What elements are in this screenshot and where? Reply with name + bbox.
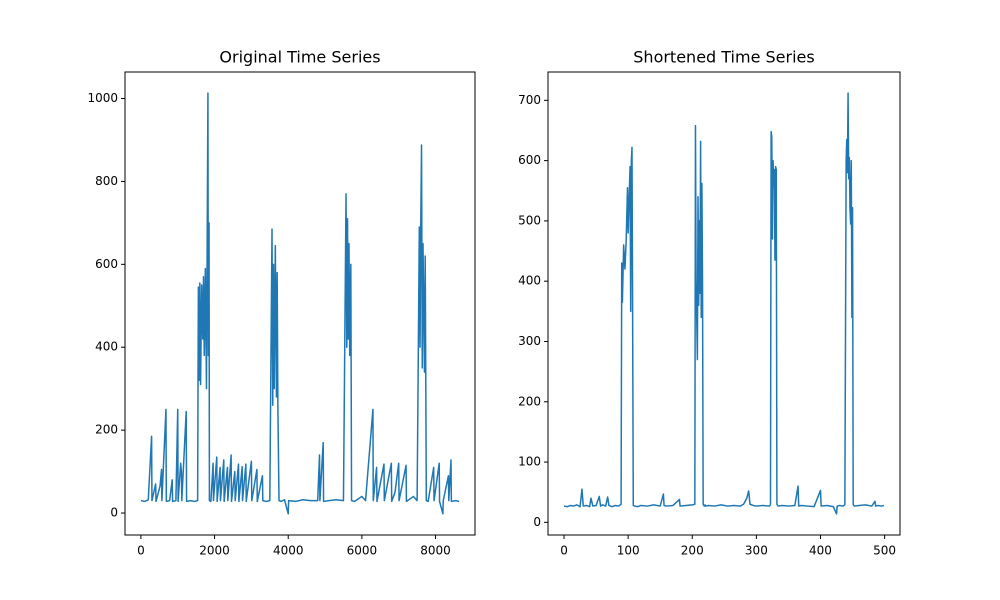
x-tick-label: 0	[560, 544, 568, 558]
y-tick-label: 600	[518, 153, 541, 167]
x-tick-label: 4000	[273, 544, 304, 558]
x-tick-label: 2000	[199, 544, 230, 558]
x-tick-label: 400	[809, 544, 832, 558]
chart-title: Original Time Series	[219, 48, 380, 67]
y-tick-label: 0	[110, 506, 118, 520]
y-tick-label: 700	[518, 93, 541, 107]
axes-frame	[124, 71, 476, 536]
data-line	[563, 92, 885, 515]
y-tick-label: 800	[95, 174, 118, 188]
x-tick-label: 0	[137, 544, 145, 558]
y-tick-label: 400	[95, 340, 118, 354]
y-tick-label: 1000	[87, 91, 118, 105]
y-tick-label: 400	[518, 274, 541, 288]
y-tick-label: 100	[518, 455, 541, 469]
data-line	[140, 92, 460, 515]
x-tick-label: 200	[681, 544, 704, 558]
x-tick-label: 100	[617, 544, 640, 558]
x-tick-label: 300	[745, 544, 768, 558]
y-tick-label: 500	[518, 213, 541, 227]
y-tick-label: 0	[533, 515, 541, 529]
x-tick-label: 6000	[347, 544, 378, 558]
chart-title: Shortened Time Series	[633, 48, 814, 67]
y-tick-label: 300	[518, 334, 541, 348]
y-tick-label: 200	[518, 394, 541, 408]
y-tick-label: 200	[95, 423, 118, 437]
axes-frame	[547, 71, 901, 536]
x-tick-label: 500	[873, 544, 896, 558]
y-tick-label: 600	[95, 257, 118, 271]
x-tick-label: 8000	[420, 544, 451, 558]
